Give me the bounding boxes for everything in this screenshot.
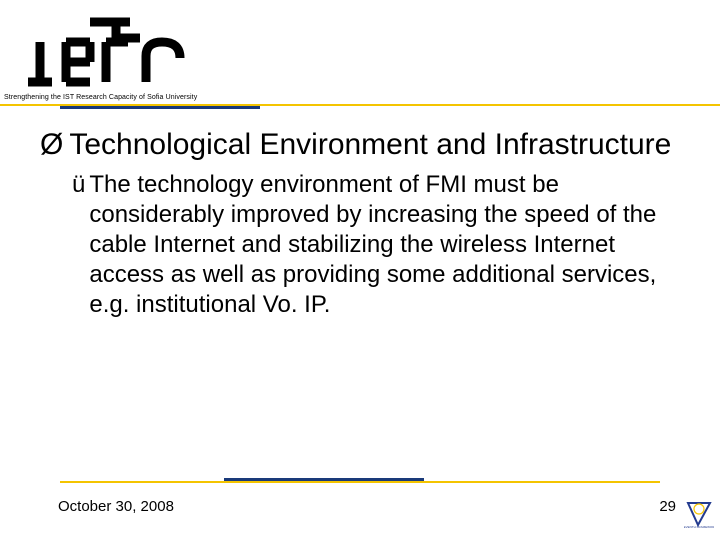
content-area: Ø Technological Environment and Infrastr… (40, 128, 680, 320)
header-separator (0, 104, 720, 106)
org-logo (20, 16, 210, 93)
fp7-logo: SEVENTH FRAMEWORK (684, 499, 714, 534)
tagline: Strengthening the IST Research Capacity … (4, 94, 197, 101)
body-row: ü The technology environment of FMI must… (72, 170, 680, 320)
footer-date: October 30, 2008 (58, 498, 174, 515)
body-bullet-icon: ü (72, 170, 85, 200)
heading-text: Technological Environment and Infrastruc… (69, 128, 671, 162)
page-number: 29 (659, 498, 676, 515)
svg-text:SEVENTH FRAMEWORK: SEVENTH FRAMEWORK (684, 525, 714, 529)
footer-separator-yellow (60, 481, 660, 483)
body-text: The technology environment of FMI must b… (89, 170, 680, 320)
heading-bullet-icon: Ø (40, 128, 63, 162)
heading-row: Ø Technological Environment and Infrastr… (40, 128, 680, 162)
